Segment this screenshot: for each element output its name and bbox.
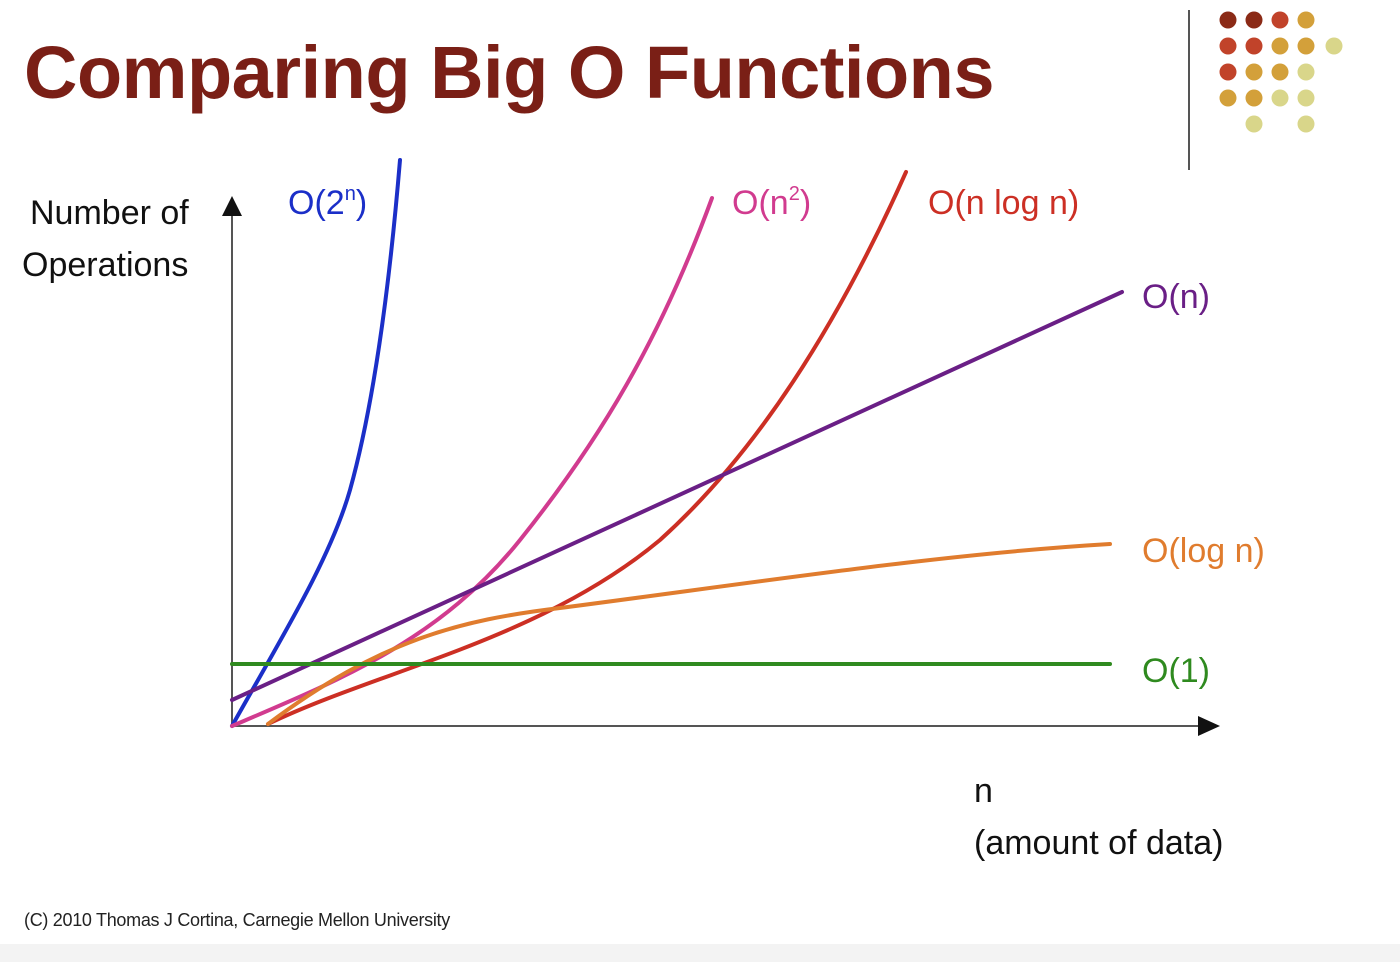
logo-dot-6 xyxy=(1271,37,1289,55)
logo-dot-7 xyxy=(1297,37,1315,55)
logo-dot-10 xyxy=(1245,63,1263,81)
curve-o-log-n xyxy=(266,542,1112,726)
header-divider xyxy=(1188,10,1190,170)
logo-dot-13 xyxy=(1219,89,1237,107)
chart-labels: O(2n) O(n2) O(n log n) O(n) O(log n) O(1) xyxy=(288,183,1265,690)
logo-dot-0 xyxy=(1219,11,1237,29)
logo-dot-8 xyxy=(1325,37,1343,55)
chart-axes xyxy=(222,196,1220,736)
logo-dot-18 xyxy=(1297,115,1315,133)
label-o-2-pow-n: O(2n) xyxy=(288,183,367,222)
x-axis-label-line2: (amount of data) xyxy=(974,824,1223,862)
chart-curves xyxy=(230,158,1124,728)
y-axis-label-line2: Operations xyxy=(22,246,188,284)
label-o-n-log-n: O(n log n) xyxy=(928,184,1079,222)
y-axis-arrow-icon xyxy=(222,196,242,216)
logo-dot-14 xyxy=(1245,89,1263,107)
label-o-log-n: O(log n) xyxy=(1142,532,1265,570)
logo-dot-9 xyxy=(1219,63,1237,81)
bottom-band xyxy=(0,944,1400,962)
slide-title: Comparing Big O Functions xyxy=(24,31,995,114)
label-o-n-squared: O(n2) xyxy=(732,183,811,222)
copyright-footer: (C) 2010 Thomas J Cortina, Carnegie Mell… xyxy=(24,910,450,930)
logo-dot-3 xyxy=(1297,11,1315,29)
x-axis-arrow-icon xyxy=(1198,716,1220,736)
logo-dot-16 xyxy=(1297,89,1315,107)
y-axis-label-line1: Number of xyxy=(30,194,189,232)
logo-dot-15 xyxy=(1271,89,1289,107)
curve-o-n-log-n xyxy=(266,170,908,726)
logo-dot-11 xyxy=(1271,63,1289,81)
logo-dot-5 xyxy=(1245,37,1263,55)
logo-dot-2 xyxy=(1271,11,1289,29)
logo-dot-4 xyxy=(1219,37,1237,55)
logo-dot-12 xyxy=(1297,63,1315,81)
logo-dot-17 xyxy=(1245,115,1263,133)
label-o-n: O(n) xyxy=(1142,278,1210,316)
curve-o-2-pow-n xyxy=(230,158,402,728)
curve-o-n xyxy=(230,290,1124,702)
logo-dot-1 xyxy=(1245,11,1263,29)
label-o-1: O(1) xyxy=(1142,652,1210,690)
x-axis-label-line1: n xyxy=(974,772,993,810)
